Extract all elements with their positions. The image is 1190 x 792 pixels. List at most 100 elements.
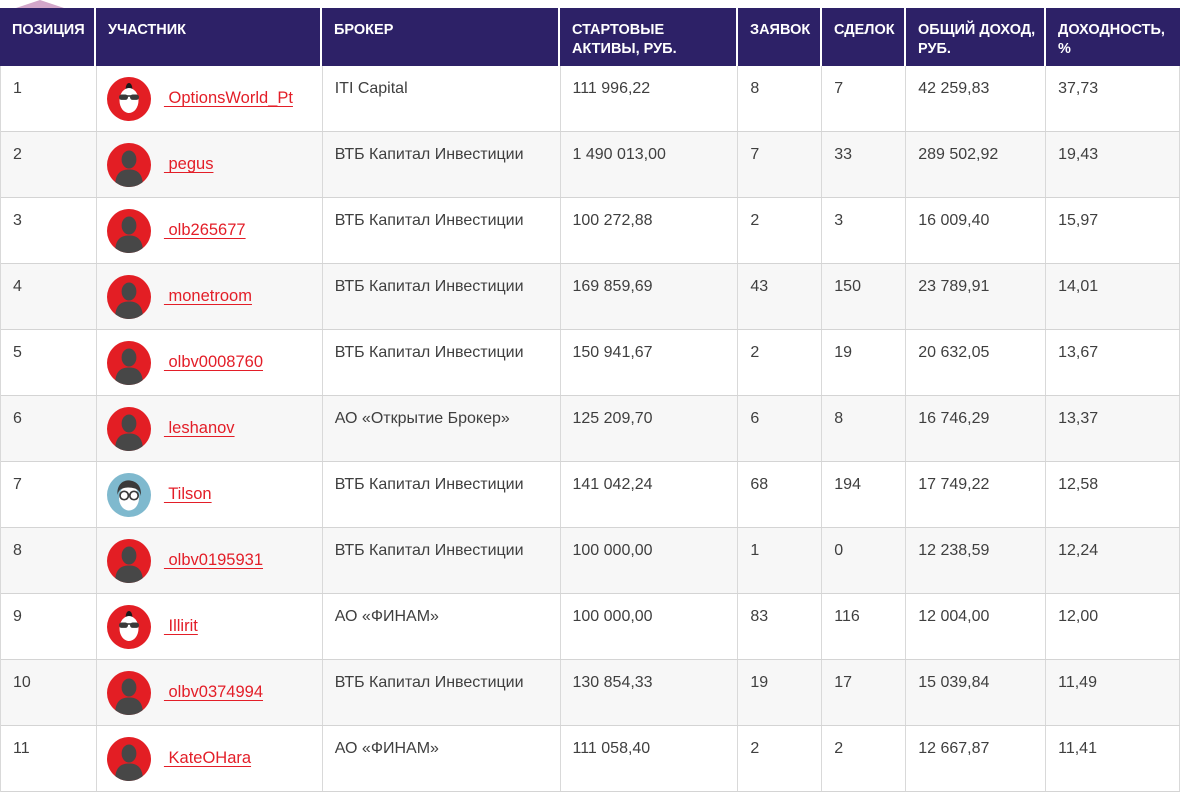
participant-cell: olb265677 bbox=[97, 198, 323, 263]
participant-cell: monetroom bbox=[97, 264, 323, 329]
orders-cell: 7 bbox=[738, 132, 823, 197]
column-header-total-income: ОБЩИЙ ДОХОД, РУБ. bbox=[906, 8, 1046, 66]
silhouette-avatar-icon[interactable] bbox=[106, 208, 151, 253]
deals-cell: 8 bbox=[822, 396, 907, 461]
table-body: 1 OptionsWorld_Pt ITI Capital 111 996,22… bbox=[0, 66, 1180, 792]
orders-cell: 83 bbox=[738, 594, 823, 659]
participant-cell: Tilson bbox=[97, 462, 323, 527]
participant-link[interactable]: OptionsWorld_Pt bbox=[163, 89, 293, 107]
participant-link[interactable]: olbv0195931 bbox=[163, 551, 264, 569]
orders-cell: 2 bbox=[738, 330, 823, 395]
table-row: 5 olbv0008760 ВТБ Капитал Инвестиции 150… bbox=[1, 330, 1180, 396]
table-row: 6 leshanov АО «Открытие Брокер» 125 209,… bbox=[1, 396, 1180, 462]
participant-link[interactable]: KateOHara bbox=[163, 749, 252, 767]
column-header-position: ПОЗИЦИЯ bbox=[0, 8, 96, 66]
pink-triangle-decoration bbox=[16, 0, 64, 8]
silhouette-avatar-icon[interactable] bbox=[106, 142, 151, 187]
orders-cell: 68 bbox=[738, 462, 823, 527]
table-row: 9 Illirit АО «ФИНАМ» 100 000,00 83 116 1… bbox=[1, 594, 1180, 660]
yield-cell: 12,58 bbox=[1046, 462, 1180, 527]
column-header-broker: БРОКЕР bbox=[322, 8, 560, 66]
column-header-orders: ЗАЯВОК bbox=[738, 8, 822, 66]
yield-cell: 13,67 bbox=[1046, 330, 1180, 395]
position-cell: 11 bbox=[1, 726, 97, 791]
participant-link[interactable]: olbv0374994 bbox=[163, 683, 264, 701]
start-assets-cell: 130 854,33 bbox=[561, 660, 739, 725]
participant-cell: leshanov bbox=[97, 396, 323, 461]
total-income-cell: 23 789,91 bbox=[906, 264, 1047, 329]
participant-link[interactable]: leshanov bbox=[163, 419, 235, 437]
silhouette-avatar-icon[interactable] bbox=[106, 538, 151, 583]
deals-cell: 3 bbox=[822, 198, 907, 263]
silhouette-avatar-icon[interactable] bbox=[106, 340, 151, 385]
deals-cell: 33 bbox=[822, 132, 907, 197]
deals-cell: 150 bbox=[822, 264, 907, 329]
position-cell: 6 bbox=[1, 396, 97, 461]
start-assets-cell: 100 000,00 bbox=[561, 594, 739, 659]
silhouette-avatar-icon[interactable] bbox=[106, 736, 151, 781]
total-income-cell: 15 039,84 bbox=[906, 660, 1047, 725]
broker-cell: АО «ФИНАМ» bbox=[323, 726, 561, 791]
punk-avatar-icon[interactable] bbox=[106, 76, 151, 121]
orders-cell: 6 bbox=[738, 396, 823, 461]
table-row: 10 olbv0374994 ВТБ Капитал Инвестиции 13… bbox=[1, 660, 1180, 726]
table-row: 3 olb265677 ВТБ Капитал Инвестиции 100 2… bbox=[1, 198, 1180, 264]
participant-link[interactable]: Tilson bbox=[163, 485, 212, 503]
start-assets-cell: 150 941,67 bbox=[561, 330, 739, 395]
broker-cell: ВТБ Капитал Инвестиции bbox=[323, 528, 561, 593]
table-row: 1 OptionsWorld_Pt ITI Capital 111 996,22… bbox=[1, 66, 1180, 132]
start-assets-cell: 141 042,24 bbox=[561, 462, 739, 527]
participant-link[interactable]: olbv0008760 bbox=[163, 353, 264, 371]
total-income-cell: 42 259,83 bbox=[906, 66, 1047, 131]
participant-cell: Illirit bbox=[97, 594, 323, 659]
yield-cell: 19,43 bbox=[1046, 132, 1180, 197]
punk-avatar-icon[interactable] bbox=[106, 604, 151, 649]
silhouette-avatar-icon[interactable] bbox=[106, 274, 151, 319]
participant-link[interactable]: pegus bbox=[163, 155, 214, 173]
yield-cell: 12,24 bbox=[1046, 528, 1180, 593]
broker-cell: ВТБ Капитал Инвестиции bbox=[323, 264, 561, 329]
broker-cell: ВТБ Капитал Инвестиции bbox=[323, 660, 561, 725]
participant-cell: KateOHara bbox=[97, 726, 323, 791]
total-income-cell: 16 746,29 bbox=[906, 396, 1047, 461]
table-row: 2 pegus ВТБ Капитал Инвестиции 1 490 013… bbox=[1, 132, 1180, 198]
table-row: 7 Tilson ВТБ Капитал Инвестиции 141 042,… bbox=[1, 462, 1180, 528]
broker-cell: АО «ФИНАМ» bbox=[323, 594, 561, 659]
yield-cell: 11,49 bbox=[1046, 660, 1180, 725]
column-header-participant: УЧАСТНИК bbox=[96, 8, 322, 66]
position-cell: 2 bbox=[1, 132, 97, 197]
table-row: 4 monetroom ВТБ Капитал Инвестиции 169 8… bbox=[1, 264, 1180, 330]
glasses-avatar-icon[interactable] bbox=[106, 472, 151, 517]
broker-cell: АО «Открытие Брокер» bbox=[323, 396, 561, 461]
start-assets-cell: 169 859,69 bbox=[561, 264, 739, 329]
deals-cell: 116 bbox=[822, 594, 907, 659]
total-income-cell: 289 502,92 bbox=[906, 132, 1047, 197]
leaderboard-table: ПОЗИЦИЯ УЧАСТНИК БРОКЕР СТАРТОВЫЕ АКТИВЫ… bbox=[0, 8, 1180, 792]
column-header-deals: СДЕЛОК bbox=[822, 8, 906, 66]
broker-cell: ВТБ Капитал Инвестиции bbox=[323, 330, 561, 395]
position-cell: 1 bbox=[1, 66, 97, 131]
yield-cell: 11,41 bbox=[1046, 726, 1180, 791]
deals-cell: 0 bbox=[822, 528, 907, 593]
orders-cell: 2 bbox=[738, 726, 823, 791]
participant-link[interactable]: Illirit bbox=[163, 617, 198, 635]
deals-cell: 19 bbox=[822, 330, 907, 395]
participant-cell: olbv0195931 bbox=[97, 528, 323, 593]
broker-cell: ВТБ Капитал Инвестиции bbox=[323, 132, 561, 197]
start-assets-cell: 125 209,70 bbox=[561, 396, 739, 461]
participant-link[interactable]: monetroom bbox=[163, 287, 252, 305]
participant-link[interactable]: olb265677 bbox=[163, 221, 246, 239]
position-cell: 3 bbox=[1, 198, 97, 263]
total-income-cell: 16 009,40 bbox=[906, 198, 1047, 263]
total-income-cell: 12 667,87 bbox=[906, 726, 1047, 791]
start-assets-cell: 100 272,88 bbox=[561, 198, 739, 263]
orders-cell: 43 bbox=[738, 264, 823, 329]
table-row: 11 KateOHara АО «ФИНАМ» 111 058,40 2 2 1… bbox=[1, 726, 1180, 792]
start-assets-cell: 100 000,00 bbox=[561, 528, 739, 593]
participant-cell: OptionsWorld_Pt bbox=[97, 66, 323, 131]
total-income-cell: 12 004,00 bbox=[906, 594, 1047, 659]
silhouette-avatar-icon[interactable] bbox=[106, 670, 151, 715]
silhouette-avatar-icon[interactable] bbox=[106, 406, 151, 451]
start-assets-cell: 1 490 013,00 bbox=[561, 132, 739, 197]
yield-cell: 13,37 bbox=[1046, 396, 1180, 461]
